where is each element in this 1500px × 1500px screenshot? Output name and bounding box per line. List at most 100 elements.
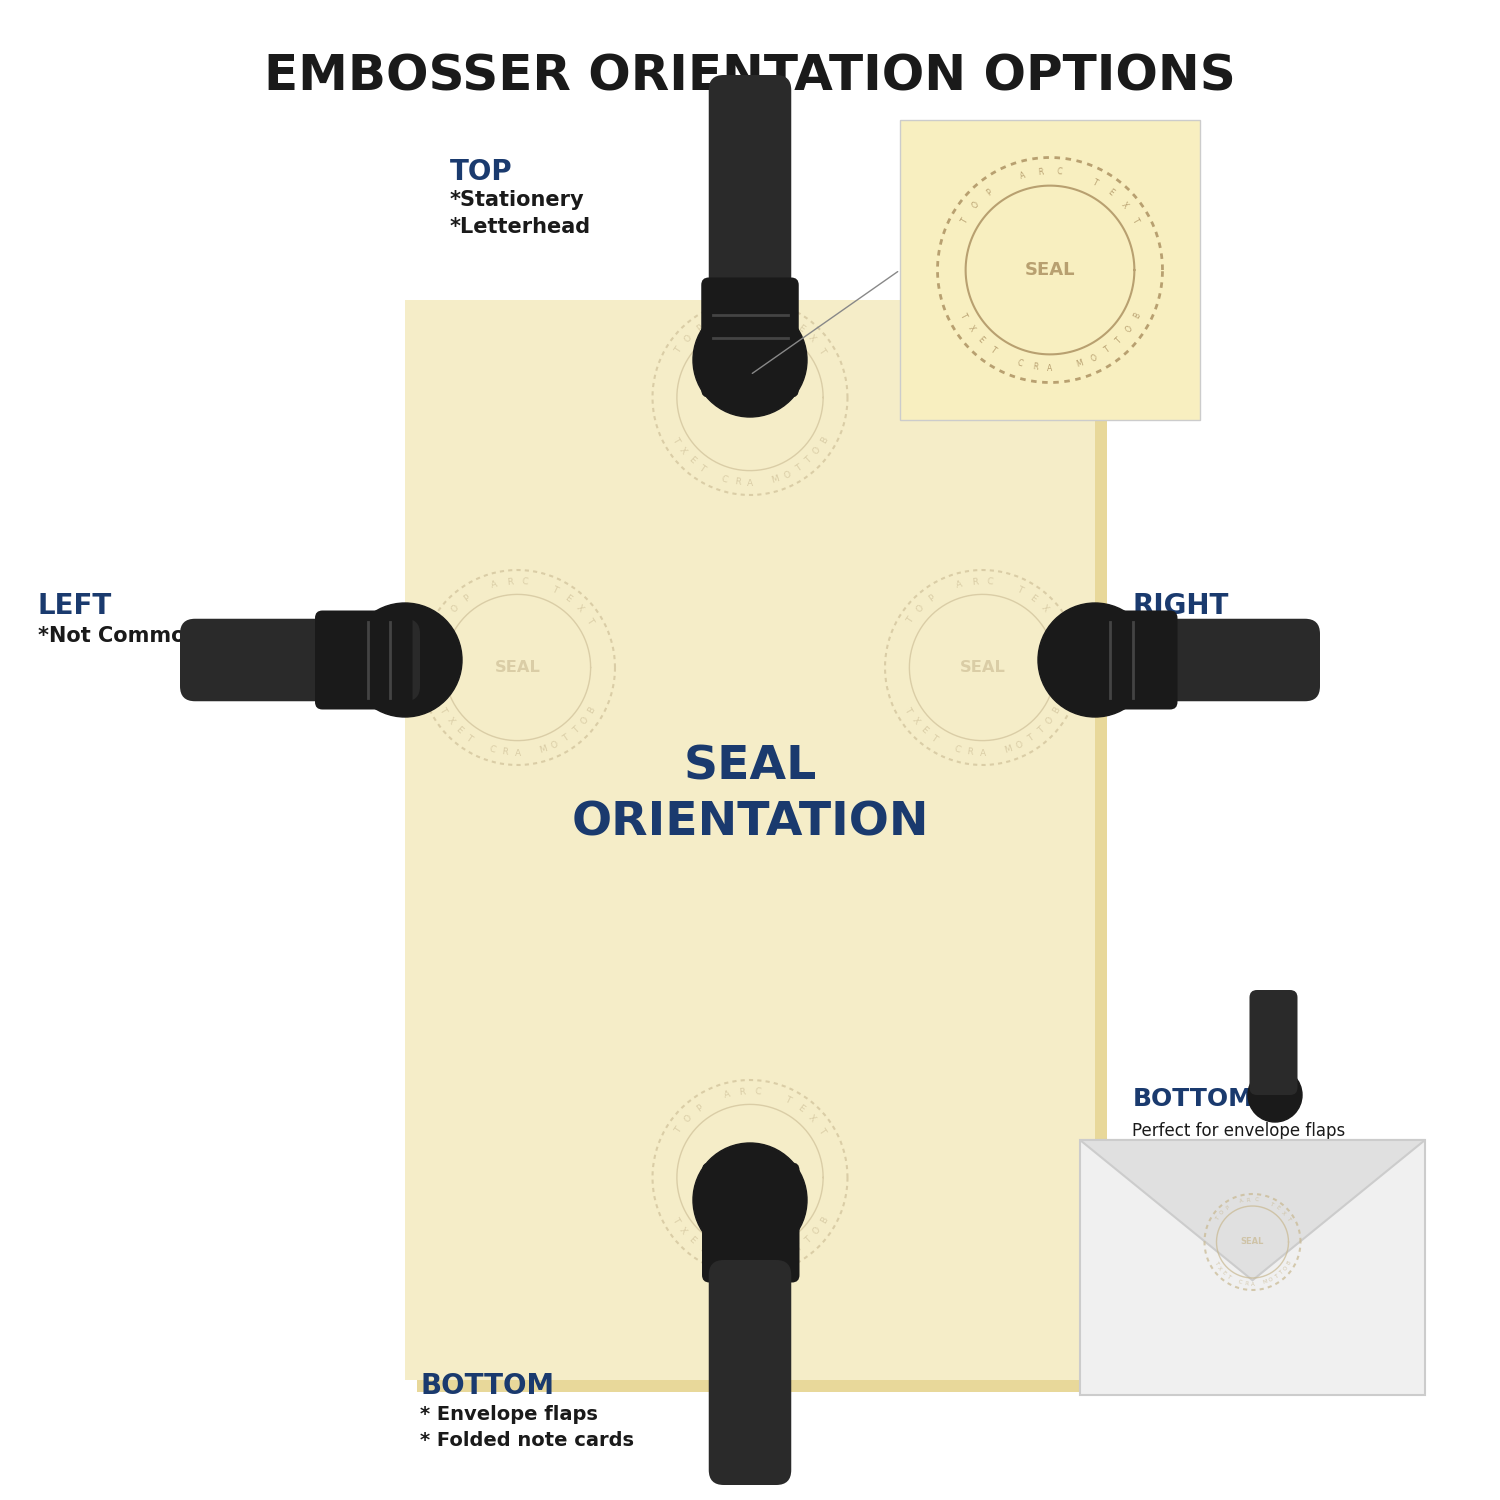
Text: O: O [782,1250,792,1260]
Text: E: E [1221,1270,1227,1276]
Text: O: O [579,716,591,726]
Text: RIGHT: RIGHT [1132,592,1228,621]
Text: O: O [782,470,792,480]
Text: O: O [970,200,981,210]
Text: E: E [920,724,928,735]
Text: * Envelope flaps
* Folded note cards: * Envelope flaps * Folded note cards [420,1406,634,1449]
Text: A: A [1251,1281,1254,1287]
Text: T: T [465,734,474,744]
Circle shape [348,603,462,717]
Text: T: T [550,585,560,596]
Text: T: T [816,345,827,355]
Text: O: O [1044,716,1056,726]
Text: T: T [903,705,914,716]
FancyBboxPatch shape [1080,1140,1425,1395]
Text: X: X [678,1226,688,1236]
Text: M: M [1004,744,1013,754]
FancyBboxPatch shape [708,1260,792,1485]
FancyBboxPatch shape [417,312,1107,1392]
Text: T: T [1130,216,1140,225]
Text: T: T [572,724,580,735]
Text: O: O [682,333,693,344]
Text: A: A [1019,171,1026,180]
Text: T: T [674,1125,684,1136]
FancyBboxPatch shape [405,300,1095,1380]
Text: T: T [584,615,594,626]
Text: C: C [987,578,993,586]
Text: X: X [1040,603,1050,613]
Text: R: R [507,578,513,586]
FancyBboxPatch shape [180,618,420,701]
Text: R: R [501,747,509,758]
Text: O: O [549,740,560,750]
Text: O: O [1124,324,1134,334]
Text: P: P [694,1102,705,1113]
Text: TOP: TOP [450,158,513,186]
Text: T: T [674,345,684,355]
Text: SEAL: SEAL [1024,261,1075,279]
Text: T: T [906,615,916,626]
Text: R: R [734,1257,741,1268]
Text: *Not Common: *Not Common [38,626,200,645]
Text: X: X [966,324,976,333]
Text: BOTTOM: BOTTOM [1132,1088,1254,1112]
Polygon shape [1080,1140,1425,1280]
Text: T: T [1016,585,1025,596]
FancyBboxPatch shape [1080,610,1178,710]
Text: M: M [771,474,780,484]
Text: C: C [1254,1197,1258,1203]
Text: T: T [816,1125,827,1136]
Text: X: X [678,446,688,456]
Text: O: O [682,1113,693,1124]
Text: E: E [795,1102,806,1113]
Text: R: R [972,578,978,586]
Text: P: P [694,322,705,333]
FancyBboxPatch shape [702,1162,800,1282]
Text: T: T [1090,177,1100,188]
Text: X: X [1119,201,1130,210]
Text: T: T [1274,1274,1280,1280]
Text: E: E [687,1234,696,1245]
Text: SEAL: SEAL [495,660,540,675]
Text: * Book page: * Book page [1132,626,1275,645]
Text: SEAL: SEAL [960,660,1005,675]
Circle shape [1038,603,1152,717]
Text: A: A [1047,364,1053,374]
FancyBboxPatch shape [900,120,1200,420]
Text: T: T [783,315,792,326]
Text: T: T [930,734,939,744]
Text: SEAL: SEAL [728,1170,772,1185]
Text: T: T [958,312,968,320]
Text: A: A [1239,1198,1244,1204]
Text: A: A [723,1089,732,1100]
Text: B: B [586,705,597,716]
Text: C: C [1056,168,1062,177]
Text: C: C [488,744,496,754]
Text: P: P [927,592,938,603]
Text: X: X [1280,1210,1286,1216]
Text: E: E [1275,1204,1280,1210]
Text: A: A [747,1258,753,1268]
Text: Perfect for envelope flaps
or bottom of page seals: Perfect for envelope flaps or bottom of … [1132,1122,1346,1164]
Text: T: T [1048,615,1059,626]
Text: A: A [723,309,732,320]
Text: M: M [771,1254,780,1264]
Text: M: M [538,744,548,754]
Text: P: P [984,188,994,198]
Text: R: R [1038,168,1044,177]
Text: A: A [490,579,500,590]
Text: T: T [794,1244,802,1254]
Text: P: P [462,592,472,603]
Text: A: A [956,579,964,590]
FancyBboxPatch shape [1080,618,1320,701]
Text: O: O [450,603,460,613]
Text: T: T [1226,1274,1232,1280]
Text: T: T [1102,345,1112,355]
Text: C: C [1238,1280,1242,1286]
Text: T: T [698,1244,706,1254]
Text: T: T [1214,1260,1219,1266]
Text: T: T [1114,336,1124,345]
Text: *Stationery
*Letterhead: *Stationery *Letterhead [450,190,591,237]
Text: SEAL
ORIENTATION: SEAL ORIENTATION [572,746,928,846]
Text: X: X [807,1113,818,1124]
